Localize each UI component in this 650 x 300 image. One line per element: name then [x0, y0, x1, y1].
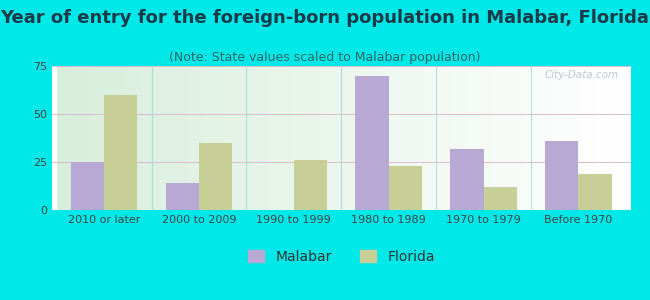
- Bar: [356, 76, 389, 210]
- Bar: [484, 187, 517, 210]
- Bar: [199, 143, 232, 210]
- Bar: [166, 183, 199, 210]
- Legend: Malabar, Florida: Malabar, Florida: [248, 250, 435, 263]
- Text: City-Data.com: City-Data.com: [545, 70, 619, 80]
- Bar: [545, 141, 578, 210]
- Bar: [71, 162, 104, 210]
- Bar: [294, 160, 327, 210]
- Text: Year of entry for the foreign-born population in Malabar, Florida: Year of entry for the foreign-born popul…: [1, 9, 649, 27]
- Bar: [104, 95, 137, 210]
- Bar: [578, 173, 612, 210]
- Bar: [450, 148, 484, 210]
- Text: (Note: State values scaled to Malabar population): (Note: State values scaled to Malabar po…: [169, 51, 481, 64]
- Bar: [389, 166, 422, 210]
